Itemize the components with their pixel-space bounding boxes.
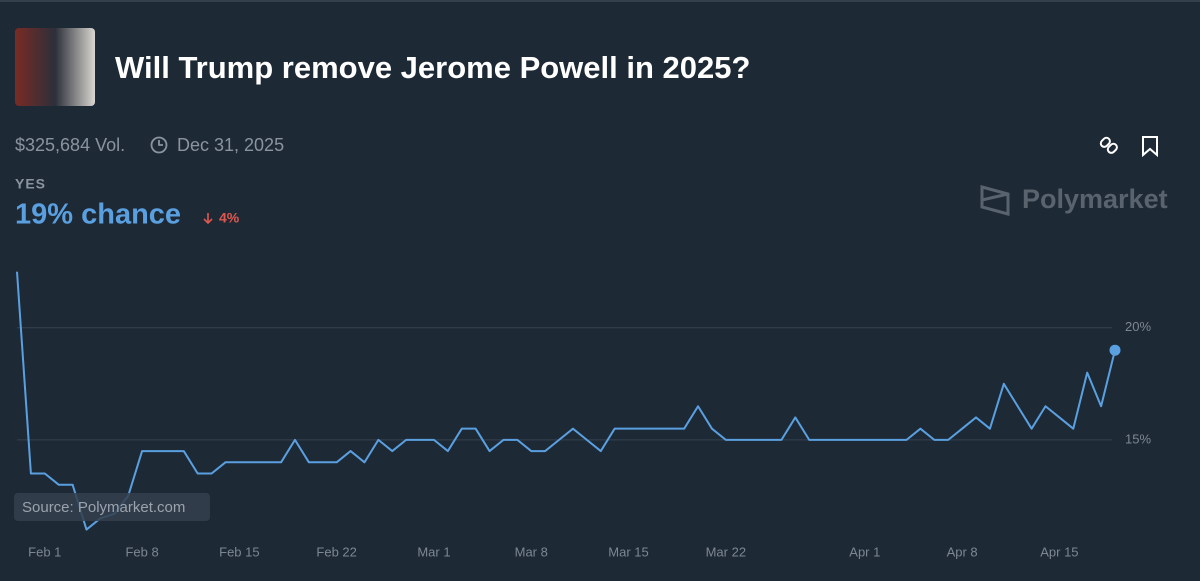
bookmark-button[interactable] — [1142, 136, 1158, 158]
chance: 19% chance — [15, 199, 181, 231]
brand: Polymarket — [1022, 184, 1168, 214]
change: 4% — [219, 210, 240, 226]
x-tick-label: Apr 15 — [1040, 544, 1078, 559]
link-button[interactable] — [1099, 136, 1118, 154]
last-point — [1109, 344, 1121, 356]
y-tick-label: 15% — [1125, 431, 1151, 446]
volume: $325,684 Vol. — [15, 135, 125, 155]
x-tick-label: Apr 1 — [849, 544, 880, 559]
x-tick-label: Feb 15 — [219, 544, 259, 559]
source: Source: Polymarket.com — [22, 499, 185, 516]
y-tick-label: 20% — [1125, 319, 1151, 334]
x-tick-label: Apr 8 — [947, 544, 978, 559]
end-date: Dec 31, 2025 — [177, 135, 284, 155]
market-title: Will Trump remove Jerome Powell in 2025? — [115, 50, 750, 85]
down-arrow — [203, 213, 213, 225]
x-tick-label: Feb 22 — [316, 544, 356, 559]
brand-logo — [980, 185, 1010, 216]
outcome-name: YES — [15, 176, 46, 192]
x-tick-label: Feb 8 — [125, 544, 158, 559]
x-tick-label: Mar 15 — [608, 544, 648, 559]
x-tick-label: Mar 8 — [515, 544, 548, 559]
x-tick-label: Mar 1 — [417, 544, 450, 559]
clock-icon — [150, 136, 168, 154]
market-image — [15, 28, 95, 106]
x-tick-label: Mar 22 — [706, 544, 746, 559]
x-tick-label: Feb 1 — [28, 544, 61, 559]
line-series — [16, 271, 1116, 531]
clock-hands — [158, 140, 163, 146]
source-badge — [14, 493, 210, 521]
